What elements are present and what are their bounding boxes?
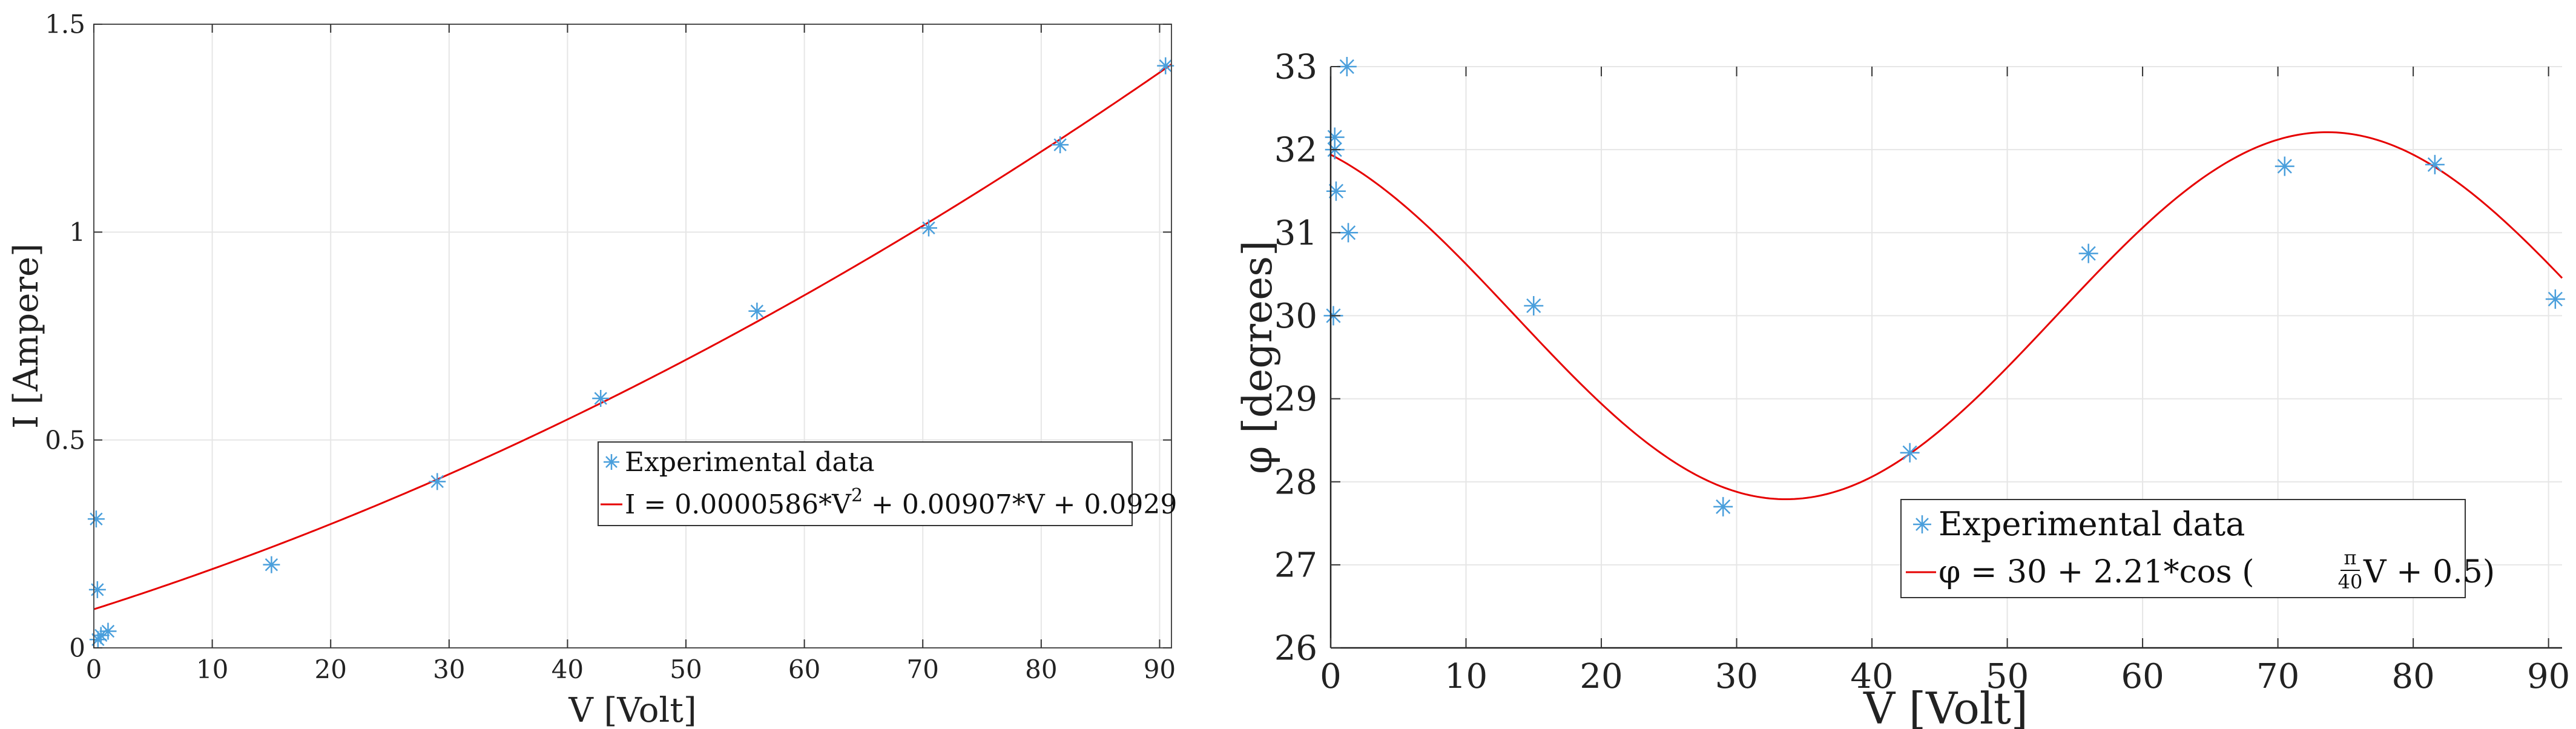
axis-ticks: 0 10 20 30 40 50 60 70 80 90 26 27 28 29 30 31 32 33 <box>1274 48 2571 696</box>
fit-line <box>1330 131 2563 501</box>
y-tick-label: 31 <box>1274 214 1317 253</box>
data-point <box>87 510 105 528</box>
legend-fit-part1: φ = 30 + 2.21*cos ( <box>1939 554 2255 590</box>
legend-marker-data <box>1913 515 1931 533</box>
data-point <box>1524 295 1544 315</box>
x-tick-label: 50 <box>670 655 702 684</box>
x-tick-label: 30 <box>433 655 465 684</box>
data-point <box>1325 127 1345 147</box>
y-tick-label: 1.5 <box>45 10 85 39</box>
legend-entry-fit: I = 0.0000586*V2 + 0.00907*V + 0.0929 <box>625 485 1177 520</box>
legend-box <box>598 441 1133 526</box>
data-point <box>1337 57 1357 76</box>
data-point <box>1339 223 1359 243</box>
legend-fit-part2: + 0.00907*V + 0.0929 <box>863 489 1177 520</box>
axis-ticks: 0 10 20 30 40 50 60 70 80 90 0 0.5 1 1.5 <box>45 10 1176 684</box>
legend-fit-part2: V + 0.5) <box>2363 554 2495 590</box>
data-point <box>1052 136 1069 154</box>
y-tick-label: 27 <box>1274 546 1317 585</box>
data-point <box>429 473 446 490</box>
chart-current-voltage: 0 10 20 30 40 50 60 70 80 90 0 0.5 1 1.5 V [Volt] I [… <box>7 10 1177 729</box>
x-tick-label: 40 <box>552 655 584 684</box>
data-point <box>2275 156 2294 176</box>
y-tick-label: 26 <box>1274 629 1317 668</box>
fit-line <box>93 64 1172 610</box>
y-tick-label: 28 <box>1274 463 1317 502</box>
x-tick-label: 60 <box>788 655 820 684</box>
x-tick-label: 20 <box>1580 657 1622 696</box>
x-tick-label: 10 <box>196 655 228 684</box>
y-tick-label: 29 <box>1274 380 1317 419</box>
data-point <box>748 302 766 320</box>
legend-box <box>1900 499 2466 598</box>
x-axis-label: V [Volt] <box>1863 683 2028 729</box>
y-tick-label: 0 <box>69 633 85 663</box>
legend-fit-exponent: 2 <box>851 485 863 506</box>
chart-phase-voltage: 0 10 20 30 40 50 60 70 80 90 26 27 28 29 30 31 32 33 V [V… <box>1234 48 2570 729</box>
y-axis-label: I [Ampere] <box>7 243 46 429</box>
y-tick-label: 32 <box>1274 131 1317 170</box>
data-point <box>2545 289 2565 309</box>
x-tick-label: 80 <box>2391 657 2434 696</box>
x-tick-label: 90 <box>1144 655 1176 684</box>
x-axis-label: V [Volt] <box>568 691 696 729</box>
y-tick-label: 0.5 <box>45 425 85 455</box>
data-point <box>920 219 938 237</box>
x-tick-label: 40 <box>1850 657 1893 696</box>
data-point <box>2425 154 2445 174</box>
y-tick-label: 33 <box>1274 48 1317 87</box>
data-points <box>87 57 1174 648</box>
fit-curve <box>93 64 1172 610</box>
legend-entry-data: Experimental data <box>625 447 875 478</box>
data-point <box>1713 496 1733 516</box>
x-tick-label: 30 <box>1715 657 1758 696</box>
legend-fit-part1: I = 0.0000586*V <box>625 489 852 520</box>
data-point <box>2078 243 2098 263</box>
x-tick-label: 80 <box>1025 655 1057 684</box>
data-point <box>88 581 106 598</box>
data-point <box>263 556 280 573</box>
legend: Experimental data I = 0.0000586*V2 + 0.0… <box>598 441 1177 526</box>
fit-curve <box>1330 131 2563 501</box>
y-tick-label: 30 <box>1274 297 1317 336</box>
data-points <box>1323 57 2565 516</box>
data-point <box>1326 181 1346 201</box>
y-axis-label: φ [degrees] <box>1234 240 1281 474</box>
x-tick-label: 10 <box>1444 657 1487 696</box>
x-tick-label: 90 <box>2527 657 2570 696</box>
legend-fit-numerator: π <box>2344 546 2356 569</box>
x-tick-label: 20 <box>314 655 346 684</box>
x-tick-label: 70 <box>2256 657 2299 696</box>
y-tick-label: 1 <box>69 217 85 247</box>
x-tick-label: 50 <box>1986 657 2029 696</box>
legend-marker-data <box>604 454 619 470</box>
data-point <box>1900 443 1920 463</box>
legend-entry-data: Experimental data <box>1939 505 2245 543</box>
data-point <box>592 390 610 407</box>
x-tick-label: 0 <box>86 655 102 684</box>
legend-fit-denominator: 40 <box>2338 570 2363 593</box>
data-point <box>99 622 117 640</box>
legend: Experimental data φ = 30 + 2.21*cos ( π … <box>1900 499 2495 598</box>
x-tick-label: 60 <box>2121 657 2164 696</box>
x-tick-label: 0 <box>1320 657 1342 696</box>
data-point <box>92 627 110 644</box>
x-tick-label: 70 <box>907 655 939 684</box>
